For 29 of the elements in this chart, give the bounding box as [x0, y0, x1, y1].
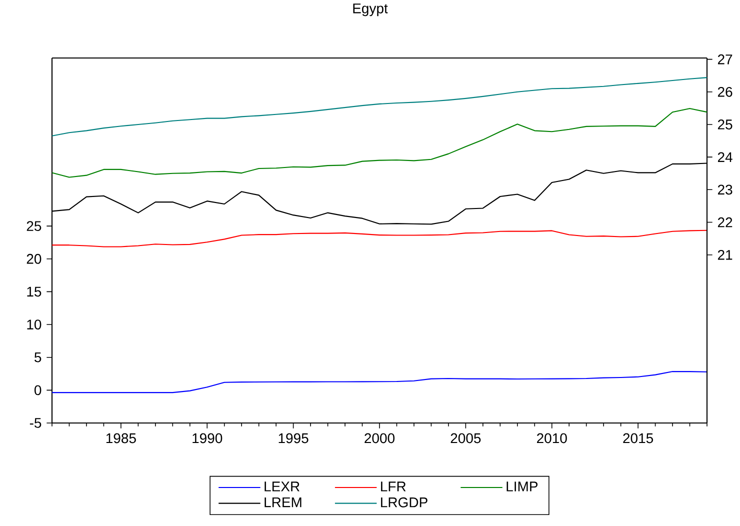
x-tick-label: 2005 — [450, 433, 481, 444]
legend-label: LIMP — [506, 482, 538, 492]
y-tick-label: 0 — [34, 385, 42, 396]
x-tick-label: 2010 — [537, 433, 567, 444]
y2-tick-label: 23 — [718, 184, 732, 195]
line-series — [52, 230, 707, 248]
y-tick-label: 5 — [34, 352, 42, 362]
y2-tick-label: 21 — [718, 250, 732, 260]
x-tick-label: 2015 — [623, 433, 654, 444]
y-tick-label: 15 — [27, 286, 42, 297]
chart-title: Egypt — [353, 4, 388, 16]
legend-label: LREM — [264, 497, 302, 508]
y-tick-label: 20 — [26, 254, 42, 264]
y2-tick-label: 26 — [718, 86, 732, 97]
y-tick-label: 25 — [26, 221, 42, 232]
x-tick-label: 1995 — [278, 433, 308, 444]
x-tick-label: 2000 — [364, 433, 395, 444]
y2-tick-label: 24 — [718, 152, 732, 162]
y-tick-label: -5 — [30, 418, 42, 428]
legend-label: LEXR — [264, 482, 300, 492]
x-tick-label: 1990 — [192, 433, 222, 444]
y2-tick-label: 27 — [718, 54, 732, 64]
x-tick-label: 1985 — [106, 433, 136, 444]
y2-tick-label: 25 — [718, 120, 732, 130]
y-tick-label: 10 — [27, 320, 42, 330]
legend-label: LRGDP — [381, 497, 428, 508]
line-series — [52, 108, 707, 178]
legend-label: LFR — [381, 482, 406, 492]
y2-tick-label: 22 — [718, 217, 732, 228]
